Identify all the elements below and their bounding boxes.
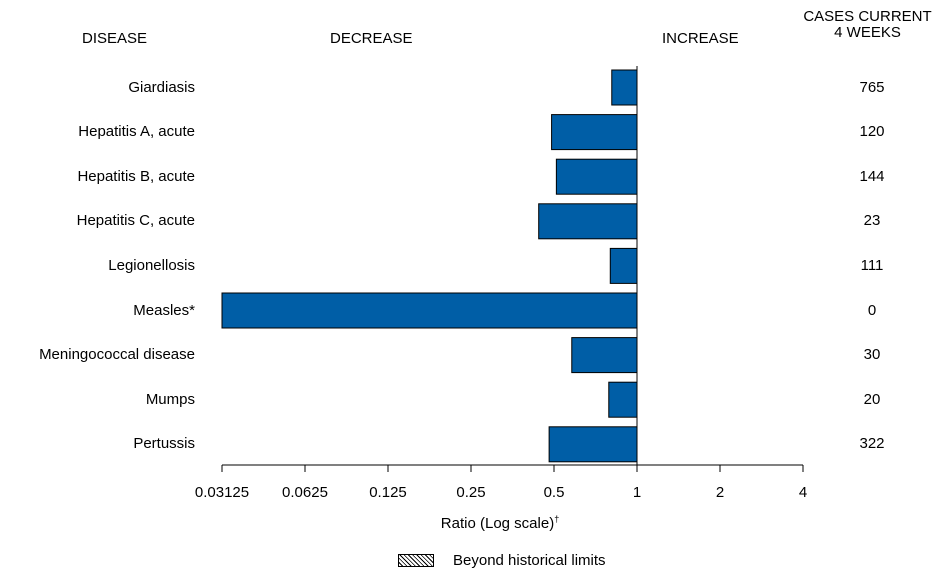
x-tick-label: 2 — [716, 484, 724, 501]
header-cases-current: CASES CURRENT 4 WEEKS — [790, 9, 945, 41]
case-count: 765 — [859, 78, 885, 96]
legend-label: Beyond historical limits — [453, 552, 606, 569]
x-tick-label: 0.5 — [544, 484, 565, 501]
bar — [538, 203, 638, 240]
bar — [609, 247, 638, 284]
bar — [555, 158, 638, 195]
case-count: 23 — [863, 212, 881, 230]
x-tick-label: 0.25 — [456, 484, 485, 501]
x-tick-label: 0.0625 — [282, 484, 328, 501]
hatched-swatch-icon — [398, 554, 434, 567]
case-count: 144 — [859, 167, 885, 185]
x-tick-label: 0.125 — [369, 484, 407, 501]
x-axis-label: Ratio (Log scale)† — [0, 514, 951, 532]
category-label: Hepatitis C, acute — [76, 212, 195, 230]
header-decrease: DECREASE — [330, 30, 413, 47]
header-disease: DISEASE — [82, 30, 148, 47]
legend: Beyond historical limits — [398, 552, 606, 569]
bar — [551, 114, 638, 151]
category-label: Giardiasis — [128, 78, 195, 96]
x-axis-label-text: Ratio (Log scale) — [440, 515, 555, 532]
bar — [221, 292, 638, 329]
case-count: 0 — [867, 301, 877, 319]
bar — [548, 426, 638, 463]
x-tick-label: 4 — [799, 484, 807, 501]
header-cases-line2: 4 WEEKS — [834, 24, 901, 41]
category-label: Mumps — [145, 390, 195, 408]
category-label: Meningococcal disease — [39, 346, 195, 364]
bar — [608, 381, 638, 418]
category-label: Hepatitis A, acute — [78, 123, 195, 141]
case-count: 322 — [859, 435, 885, 453]
bar — [611, 69, 638, 106]
category-label: Measles* — [133, 301, 195, 319]
case-count: 111 — [860, 256, 884, 274]
header-cases-line1: CASES CURRENT — [803, 8, 932, 25]
category-label: Pertussis — [133, 435, 195, 453]
case-count: 20 — [863, 390, 881, 408]
category-label: Hepatitis B, acute — [77, 167, 195, 185]
case-count: 120 — [859, 123, 885, 141]
x-tick-label: 0.03125 — [195, 484, 249, 501]
case-count: 30 — [863, 346, 881, 364]
x-tick-label: 1 — [633, 484, 641, 501]
header-increase: INCREASE — [662, 30, 739, 47]
category-label: Legionellosis — [108, 256, 195, 274]
x-axis-label-mark: † — [554, 514, 560, 524]
bar — [571, 337, 638, 374]
